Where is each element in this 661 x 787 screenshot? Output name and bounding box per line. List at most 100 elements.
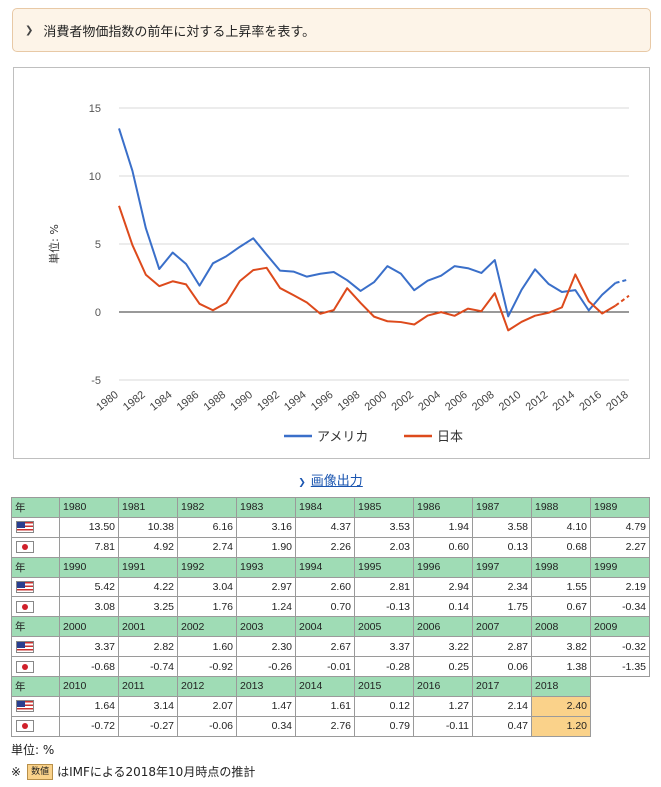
value-cell: 4.92: [118, 536, 178, 558]
value-cell: 2.76: [295, 715, 355, 737]
value-cell: 2.67: [295, 636, 355, 658]
year-cell: 2011: [118, 676, 178, 697]
estimate-badge: 数値: [27, 763, 54, 780]
value-cell: -0.68: [59, 656, 119, 678]
series-line-us: [118, 128, 617, 318]
note-marker: ※: [11, 764, 22, 779]
value-cell: 7.81: [59, 536, 119, 558]
year-cell: 1986: [413, 497, 473, 518]
value-cell: 3.58: [472, 516, 532, 538]
unit-note: 単位: %: [11, 743, 55, 757]
value-cell: 2.60: [295, 576, 355, 598]
jp-flag-cell: [11, 715, 60, 737]
us-flag-icon: [16, 640, 34, 653]
value-cell: 1.20: [531, 715, 591, 737]
value-cell: 1.94: [413, 516, 473, 538]
value-cell: 1.47: [236, 695, 296, 717]
value-cell: 0.60: [413, 536, 473, 558]
value-cell: 4.22: [118, 576, 178, 598]
value-cell: -0.26: [236, 656, 296, 678]
us-flag-cell: [11, 636, 60, 658]
x-tick-label: 1984: [148, 389, 175, 414]
year-cell: 2018: [531, 676, 591, 697]
estimate-note-text: はIMFによる2018年10月時点の推計: [57, 765, 256, 779]
jp-flag-cell: [11, 656, 60, 678]
legend-label: 日本: [437, 430, 463, 445]
jp-flag-cell: [11, 596, 60, 618]
year-cell: 2006: [413, 616, 473, 638]
year-cell: 2017: [472, 676, 532, 697]
series-line-jp: [118, 205, 617, 332]
cpi-data-table: 年 1980 1981 1982 1983 1984 1985 1986 1987 1988 198…: [11, 497, 650, 737]
year-cell: 2008: [531, 616, 591, 638]
year-cell: 2010: [59, 676, 119, 697]
x-tick-label: 1996: [309, 389, 336, 414]
y-tick-label: 10: [89, 171, 101, 183]
y-tick-label: 0: [95, 307, 101, 319]
export-image-link[interactable]: 画像出力: [310, 474, 363, 489]
value-cell: 3.16: [236, 516, 296, 538]
jp-row: 7.81 4.92 2.74 1.90 2.26 2.03 0.60 0.13 0.68 2.27: [11, 536, 650, 558]
us-flag-cell: [11, 576, 60, 598]
value-cell: -0.32: [590, 636, 650, 658]
value-cell: 1.55: [531, 576, 591, 598]
value-cell: 2.94: [413, 576, 473, 598]
value-cell: 1.24: [236, 596, 296, 618]
x-tick-label: 2002: [389, 389, 416, 414]
value-cell: 2.27: [590, 536, 650, 558]
us-row: 1.64 3.14 2.07 1.47 1.61 0.12 1.27 2.14 2.40: [11, 695, 650, 717]
value-cell: 1.75: [472, 596, 532, 618]
year-cell: 2015: [354, 676, 414, 697]
value-cell: -0.74: [118, 656, 178, 678]
x-tick-label: 2004: [416, 389, 443, 414]
x-tick-label: 1992: [255, 389, 282, 414]
value-cell: 4.37: [295, 516, 355, 538]
year-cell: 2013: [236, 676, 296, 697]
x-tick-label: 1990: [228, 389, 255, 414]
value-cell: 3.08: [59, 596, 119, 618]
value-cell: -0.92: [177, 656, 237, 678]
year-header-label: 年: [11, 616, 60, 638]
jp-flag-icon: [16, 601, 34, 613]
value-cell: -0.27: [118, 715, 178, 737]
us-flag-cell: [11, 516, 60, 538]
year-row: 年 1990 1991 1992 1993 1994 1995 1996 1997 1998 199…: [11, 556, 650, 578]
x-tick-label: 2014: [550, 389, 577, 414]
us-flag-cell: [11, 695, 60, 717]
empty-cell: [591, 677, 650, 697]
x-tick-label: 2012: [524, 389, 551, 414]
year-cell: 1983: [236, 497, 296, 518]
value-cell: 0.67: [531, 596, 591, 618]
value-cell: 3.37: [354, 636, 414, 658]
us-flag-icon: [16, 581, 34, 594]
jp-flag-icon: [16, 660, 34, 673]
chart-frame: -5 0 5 10 15 1980 1982 1984 1986 1988 1990 1992 1994…: [13, 67, 650, 459]
x-tick-label: 1998: [336, 389, 363, 414]
value-cell: 3.22: [413, 636, 473, 658]
value-cell: 1.90: [236, 536, 296, 558]
description-text: 消費者物価指数の前年に対する上昇率を表す。: [43, 24, 316, 40]
year-cell: 2002: [177, 616, 237, 638]
value-cell: 3.25: [118, 596, 178, 618]
value-cell: -0.13: [354, 596, 414, 618]
jp-row: 3.08 3.25 1.76 1.24 0.70 -0.13 0.14 1.75 0.67 -0.…: [11, 596, 650, 618]
value-cell: 2.30: [236, 636, 296, 658]
value-cell: -0.06: [177, 715, 237, 737]
year-cell: 1998: [531, 556, 591, 578]
value-cell: -1.35: [590, 656, 650, 678]
year-header-label: 年: [11, 676, 60, 697]
year-cell: 2004: [295, 616, 355, 638]
value-cell: 0.47: [472, 715, 532, 737]
value-cell: 0.06: [472, 656, 532, 678]
value-cell: 2.81: [354, 576, 414, 598]
empty-cell: [591, 696, 650, 716]
year-cell: 2007: [472, 616, 532, 638]
us-row: 5.42 4.22 3.04 2.97 2.60 2.81 2.94 2.34 1.55 2.19: [11, 576, 650, 598]
chevron-right-icon: ❯: [298, 478, 306, 488]
year-cell: 1981: [118, 497, 178, 518]
value-cell: -0.11: [413, 715, 473, 737]
value-cell: 1.38: [531, 656, 591, 678]
year-row: 年 2010 2011 2012 2013 2014 2015 2016 2017 2018: [11, 676, 650, 697]
jp-row: -0.72 -0.27 -0.06 0.34 2.76 0.79 -0.11 0.47 1.20: [11, 715, 650, 737]
value-cell: 1.64: [59, 695, 119, 717]
